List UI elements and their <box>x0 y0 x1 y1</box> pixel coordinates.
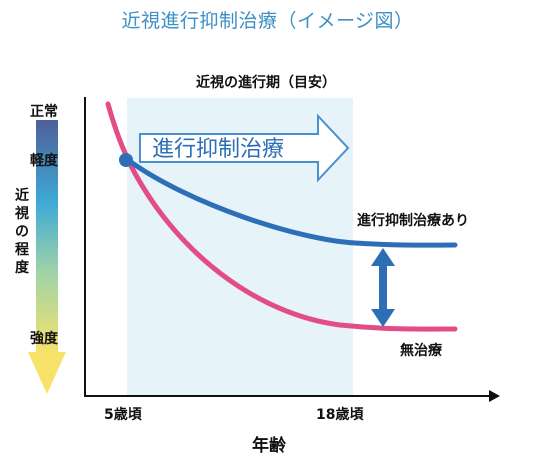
difference-arrow-top <box>371 248 395 266</box>
page-title: 近視進行抑制治療（イメージ図） <box>121 10 414 32</box>
difference-arrow-bottom <box>371 309 395 327</box>
treatment-arrow-label: 進行抑制治療 <box>152 137 284 162</box>
x-tick-start: 5歳頃 <box>104 407 142 423</box>
y-axis-mild-label: 軽度 <box>30 153 58 169</box>
y-axis-top-label: 正常 <box>30 104 58 120</box>
untreated-curve-label: 無治療 <box>400 343 442 359</box>
x-tick-end: 18歳頃 <box>316 407 364 423</box>
x-axis-arrowhead <box>489 390 500 402</box>
treatment-arrow-shape <box>139 113 350 183</box>
start-point-marker <box>119 153 133 167</box>
severity-gradient-bar <box>36 120 58 354</box>
x-axis-title: 年齢 <box>252 436 286 456</box>
y-axis-bottom-label: 強度 <box>30 331 58 347</box>
y-axis-title: 近視の程度 <box>15 188 29 276</box>
treated-curve-label: 進行抑制治療あり <box>357 213 469 229</box>
severity-arrowhead <box>28 352 66 394</box>
chart-subtitle: 近視の進行期（目安） <box>196 75 336 91</box>
treated-curve <box>125 157 458 248</box>
